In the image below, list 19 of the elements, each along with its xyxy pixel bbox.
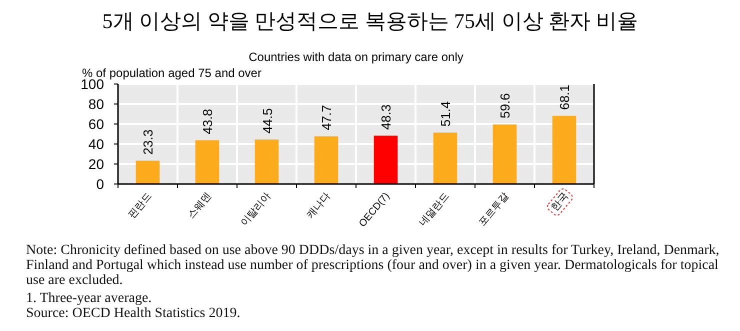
- chart-title: 5개 이상의 약을 만성적으로 복용하는 75세 이상 환자 비율: [102, 9, 638, 33]
- data-label: 59.6: [498, 93, 513, 118]
- y-tick-label: 0: [96, 176, 104, 192]
- text: Note: Chronicity defined based on use above 90 DDDs/days in a given year, except in results for Turkey, Ireland, Denmark, Finland and Portugal which instead use number of prescriptions (four and over) in a given year. Dermatologicals for topical use are excluded.: [26, 243, 720, 288]
- source-note: Source: OECD Health Statistics 2019.: [26, 306, 242, 321]
- x-tick-label: 한국: [549, 190, 571, 214]
- y-tick-label: 40: [88, 136, 104, 152]
- data-label: 43.8: [200, 108, 216, 134]
- text: 1. Three-year average.: [26, 291, 153, 306]
- data-label: 51.4: [438, 101, 454, 127]
- y-tick-label: 20: [88, 156, 104, 172]
- y-tick-label: 60: [88, 116, 104, 132]
- data-label: 44.5: [260, 108, 275, 134]
- chart-subtitle: Countries with data on primary care only: [248, 50, 464, 64]
- data-label: 23.3: [140, 129, 156, 155]
- y-tick-label: 80: [88, 96, 104, 112]
- data-label: 47.7: [319, 104, 334, 130]
- data-label: 48.3: [378, 104, 394, 130]
- data-label: 68.1: [557, 84, 572, 110]
